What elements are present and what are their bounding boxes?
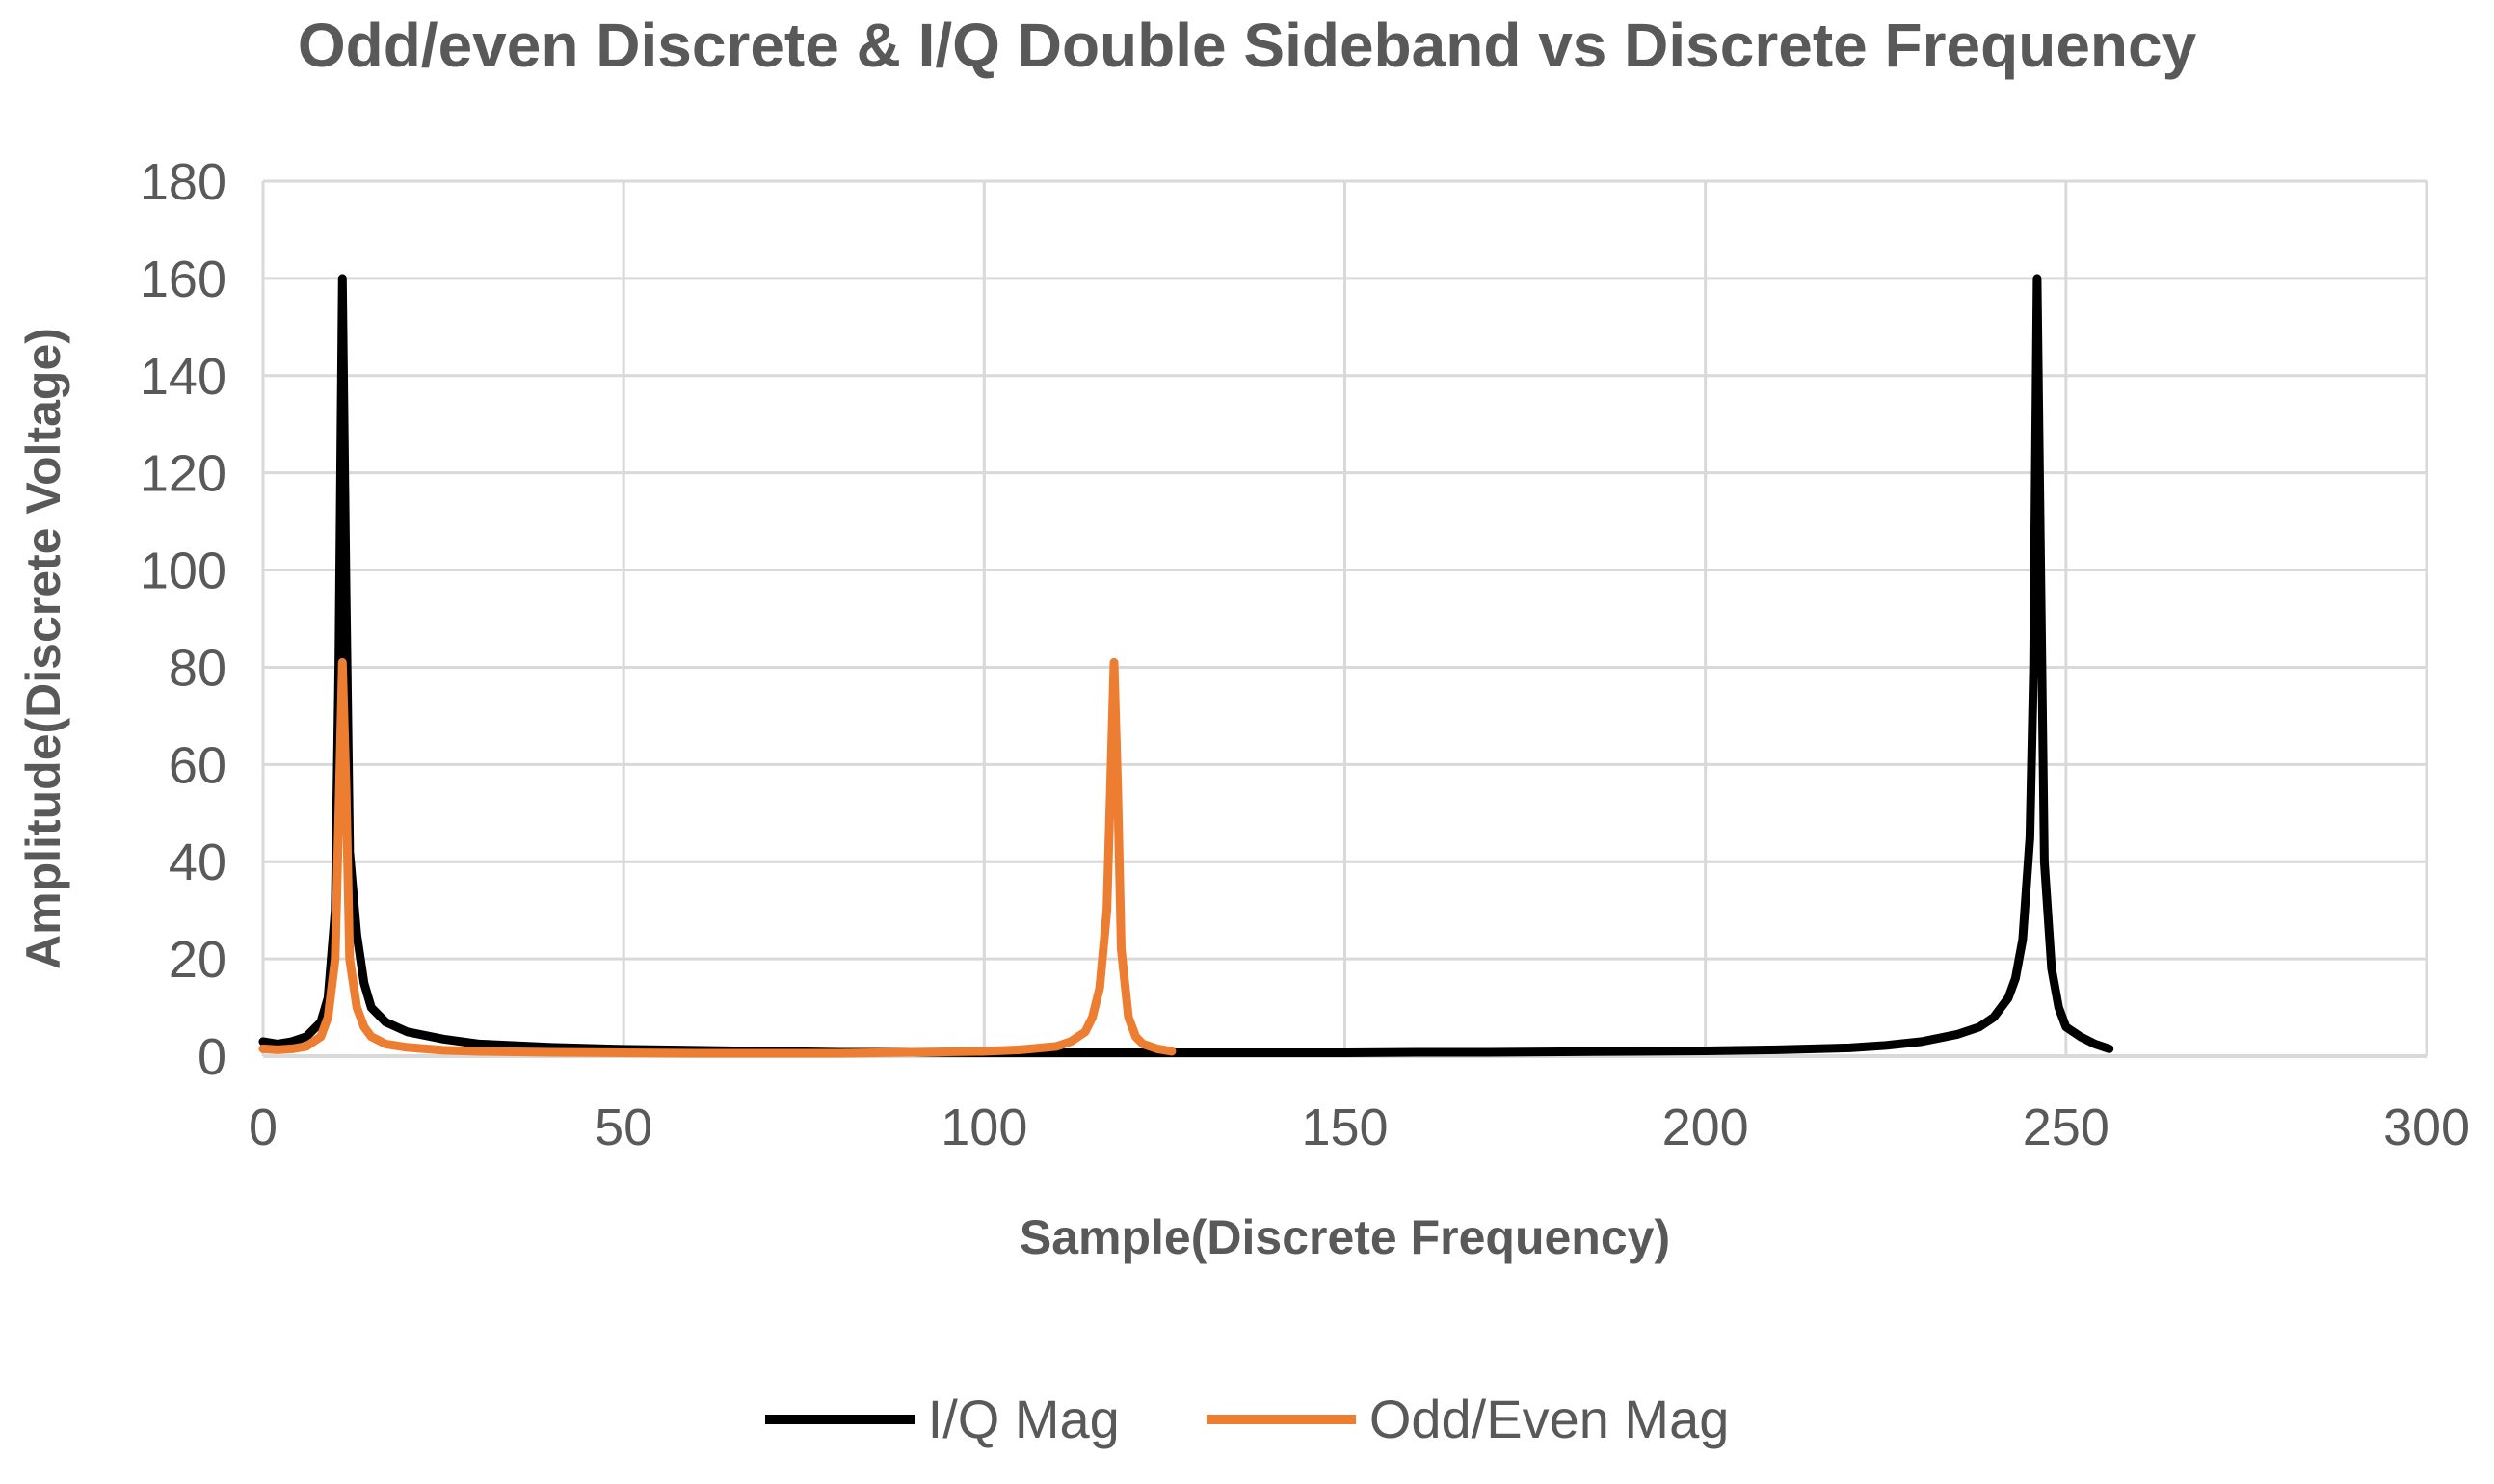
x-tick-label: 100 <box>941 1099 1027 1156</box>
y-tick-label: 180 <box>140 153 226 211</box>
series-line-iq-mag <box>258 274 2114 1057</box>
legend-item-odd-even[interactable]: Odd/Even Mag <box>1206 1388 1730 1450</box>
y-tick-label: 120 <box>140 445 226 503</box>
x-tick-label: 300 <box>2383 1099 2470 1156</box>
y-tick-label: 60 <box>169 736 226 794</box>
x-tick-label: 0 <box>249 1099 278 1156</box>
x-tick-label: 250 <box>2023 1099 2109 1156</box>
legend-label-iq: I/Q Mag <box>927 1389 1120 1449</box>
chart-title: Odd/even Discrete & I/Q Double Sideband … <box>297 11 2197 80</box>
y-tick-label: 0 <box>198 1028 226 1086</box>
y-tick-label: 20 <box>169 931 226 989</box>
y-tick-label: 140 <box>140 348 226 406</box>
x-tick-label: 200 <box>1662 1099 1749 1156</box>
y-tick-label: 160 <box>140 251 226 308</box>
y-tick-label: 100 <box>140 543 226 600</box>
legend-swatch-odd-even <box>1206 1414 1356 1424</box>
x-tick-label: 150 <box>1301 1099 1388 1156</box>
tick-labels: 0 20 40 60 80 100 120 140 160 180 0 50 100 150 200 250 3… <box>140 153 2470 1156</box>
legend-label-odd-even: Odd/Even Mag <box>1368 1389 1730 1449</box>
y-tick-label: 40 <box>169 834 226 891</box>
gridlines <box>261 179 2428 1056</box>
y-tick-label: 80 <box>169 639 226 697</box>
y-axis-label: Amplitude(Discrete Voltage) <box>16 328 70 969</box>
x-axis-label: Sample(Discrete Frequency) <box>1019 1210 1671 1264</box>
legend-swatch-iq <box>764 1414 915 1424</box>
legend-item-iq[interactable]: I/Q Mag <box>764 1388 1120 1450</box>
series-line-odd-even-mag <box>258 657 1177 1058</box>
series <box>258 274 2114 1058</box>
x-tick-label: 50 <box>595 1099 652 1156</box>
legend: I/Q Mag Odd/Even Mag <box>0 1388 2494 1450</box>
